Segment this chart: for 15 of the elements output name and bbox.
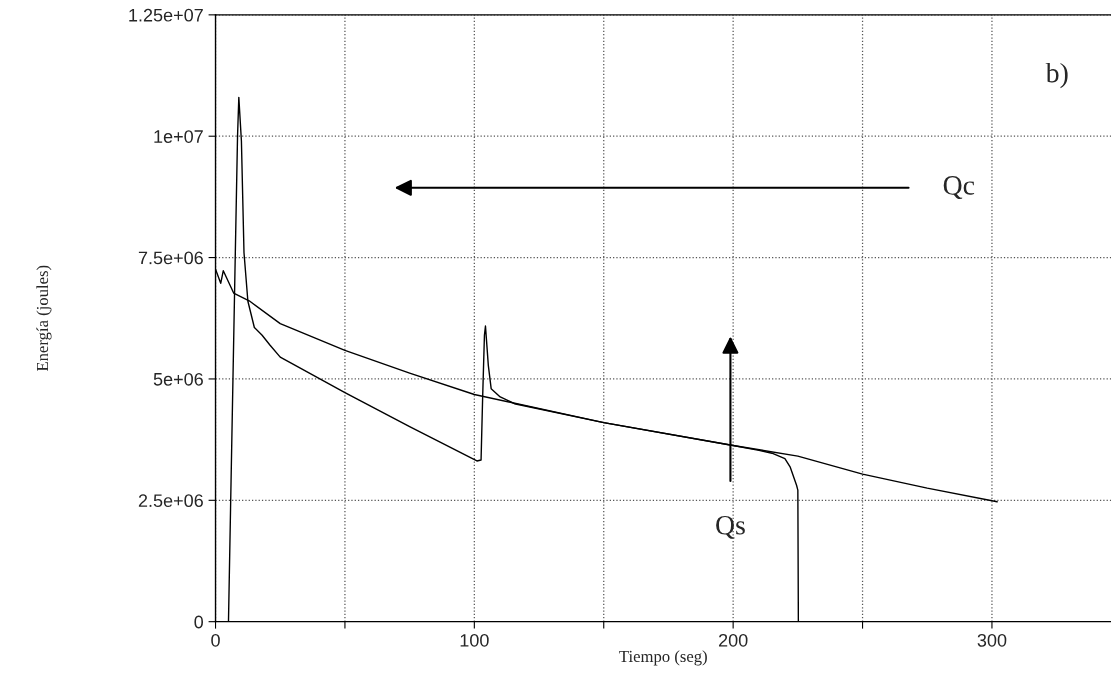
x-axis-title: Tiempo (seg) bbox=[619, 650, 707, 666]
annotation: Qc bbox=[943, 176, 975, 199]
y-tick-label: 1.25e+07 bbox=[129, 8, 203, 22]
x-tick-label: 0 bbox=[211, 633, 220, 647]
x-tick-label: 100 bbox=[460, 633, 489, 647]
y-tick-label: 2.5e+06 bbox=[138, 494, 203, 508]
y-tick-label: 0 bbox=[194, 615, 204, 629]
y-tick-label: 1e+07 bbox=[154, 130, 203, 143]
y-axis-title: Energía (joules) bbox=[36, 265, 52, 372]
y-tick-label: 5e+06 bbox=[153, 372, 203, 386]
annotation: Qs bbox=[716, 515, 745, 539]
y-tick-label: 7.5e+06 bbox=[138, 251, 203, 265]
x-tick-label: 200 bbox=[718, 633, 748, 647]
x-tick-label: 300 bbox=[977, 633, 1007, 647]
annotation: b) bbox=[1045, 62, 1068, 89]
